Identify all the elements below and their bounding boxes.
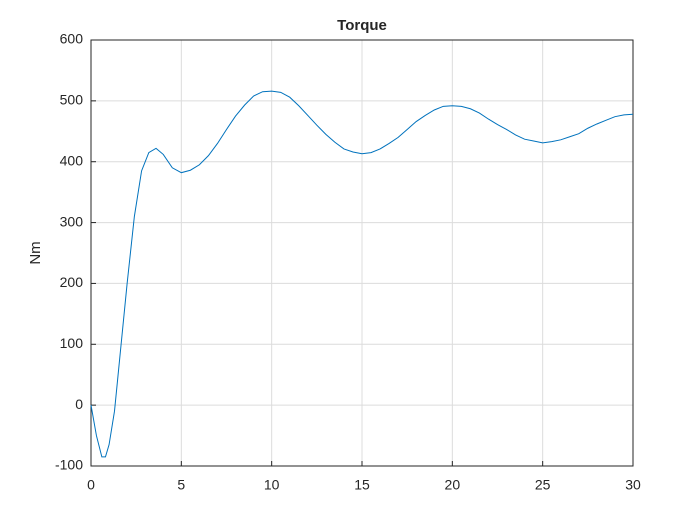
- y-tick-label: 400: [60, 152, 84, 168]
- x-tick-label: 30: [625, 477, 641, 493]
- line-series: [90, 90, 634, 458]
- y-tick-label: 600: [60, 31, 84, 47]
- y-tick-label: -100: [55, 457, 83, 473]
- plot-frame: [90, 39, 634, 467]
- x-tick-label: 20: [445, 477, 461, 493]
- y-axis-label: Nm: [27, 241, 44, 264]
- y-tick-label: 0: [75, 396, 83, 412]
- x-tick-label: 25: [535, 477, 551, 493]
- x-tick-label: 15: [354, 477, 370, 493]
- x-tick-label: 5: [177, 477, 185, 493]
- y-tick-label: 500: [60, 92, 84, 108]
- x-tick-label: 10: [264, 477, 280, 493]
- y-tick-label: 100: [60, 335, 84, 351]
- x-tick-label: 0: [87, 477, 95, 493]
- y-tick-label: 200: [60, 274, 84, 290]
- y-tick-label: 300: [60, 213, 84, 229]
- chart-title: Torque: [337, 17, 387, 34]
